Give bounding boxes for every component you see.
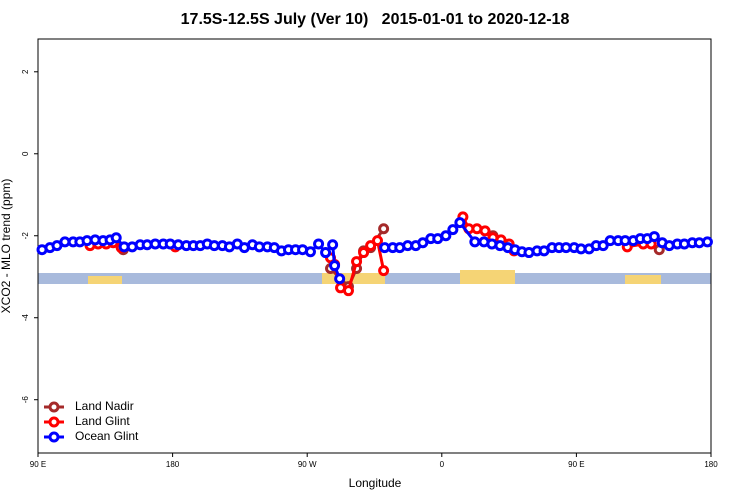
x-tick-label: 0	[440, 460, 445, 469]
legend-marker	[48, 416, 60, 428]
data-point	[365, 240, 377, 252]
data-point	[378, 223, 390, 235]
data-point	[447, 224, 459, 236]
legend-label: Land Nadir	[75, 399, 134, 413]
data-point	[334, 273, 346, 285]
y-tick-label: 2	[21, 69, 30, 74]
x-tick-label: 90 W	[298, 460, 317, 469]
data-point	[320, 247, 332, 259]
y-axis-label: XCO2 - MLO trend (ppm)	[0, 179, 13, 314]
data-point	[440, 230, 452, 242]
data-point	[371, 235, 383, 247]
data-point	[701, 236, 713, 248]
data-point	[417, 237, 429, 249]
land-mask-band	[38, 270, 711, 284]
data-point	[454, 217, 466, 229]
data-point	[648, 231, 660, 243]
legend-marker	[48, 431, 60, 443]
data-point	[342, 285, 354, 297]
legend-label: Ocean Glint	[75, 429, 139, 443]
x-tick-label: 180	[704, 460, 718, 469]
data-point	[110, 232, 122, 244]
data-point	[378, 265, 390, 277]
legend-marker	[48, 401, 60, 413]
x-tick-label: 90 E	[568, 460, 584, 469]
data-point	[597, 240, 609, 252]
y-tick-label: -2	[21, 232, 30, 240]
chart-title: 17.5S-12.5S July (Ver 10) 2015-01-01 to …	[181, 11, 570, 28]
y-tick-label: -6	[21, 396, 30, 404]
data-point	[304, 246, 316, 258]
data-point	[313, 238, 325, 250]
data-point	[351, 256, 363, 268]
data-point	[327, 239, 339, 251]
data-point	[469, 236, 481, 248]
data-point	[358, 247, 370, 259]
legend-label: Land Glint	[75, 414, 130, 428]
data-point	[479, 225, 491, 237]
y-tick-label: -4	[21, 314, 30, 322]
x-axis-label: Longitude	[349, 476, 402, 490]
x-tick-label: 90 E	[30, 460, 46, 469]
y-tick-label: 0	[21, 151, 30, 156]
data-point	[329, 260, 341, 272]
x-tick-label: 180	[166, 460, 180, 469]
